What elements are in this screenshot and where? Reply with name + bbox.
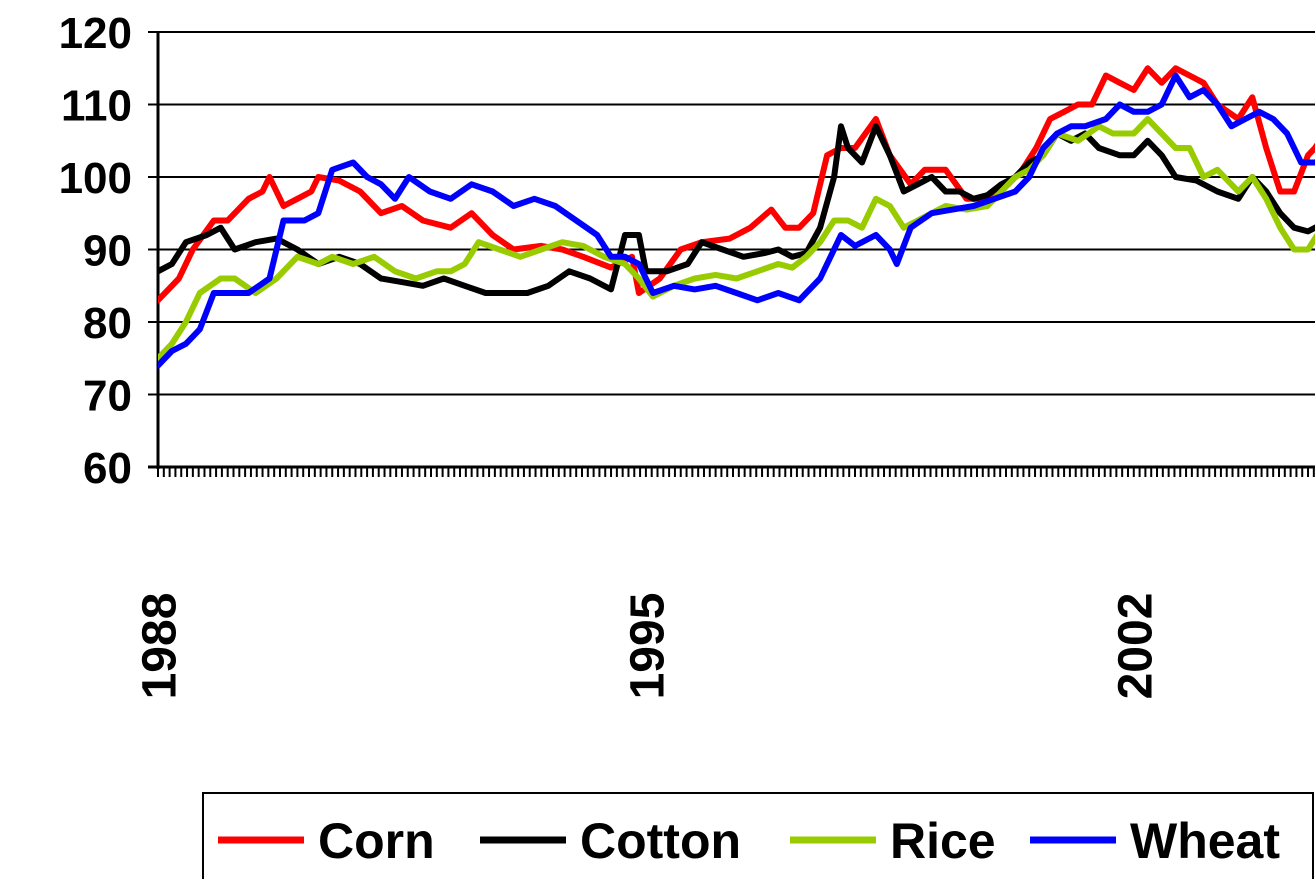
y-tick-label: 70	[83, 372, 132, 421]
x-minor-ticks	[157, 467, 1315, 477]
legend-label-cotton: Cotton	[580, 813, 741, 869]
y-tick-label: 90	[83, 227, 132, 276]
legend-label-wheat: Wheat	[1130, 813, 1280, 869]
x-tick-label: 1995	[621, 593, 674, 700]
gridlines	[158, 31, 1315, 396]
y-tick-label: 80	[83, 299, 132, 348]
series-line-rice	[158, 116, 1315, 362]
y-tick-label: 110	[61, 82, 132, 131]
x-tick-label: 2002	[1109, 593, 1162, 700]
series-lines	[158, 65, 1315, 369]
y-tick-label: 100	[59, 154, 132, 203]
series-line-cotton	[158, 123, 1315, 296]
x-axis: 1988 1995 2002	[134, 465, 1315, 700]
x-tick-label: 1988	[134, 593, 187, 700]
legend-label-rice: Rice	[890, 813, 996, 869]
y-tick-label: 120	[59, 9, 132, 58]
y-tick-label: 60	[83, 444, 132, 493]
y-axis: 60 70 80 90 100 110 120	[59, 9, 160, 493]
legend: Corn Cotton Rice Wheat	[202, 792, 1314, 879]
series-line-wheat	[158, 72, 1315, 369]
legend-label-corn: Corn	[318, 813, 435, 869]
legend-box	[202, 792, 1314, 879]
series-line-corn	[158, 65, 1315, 304]
